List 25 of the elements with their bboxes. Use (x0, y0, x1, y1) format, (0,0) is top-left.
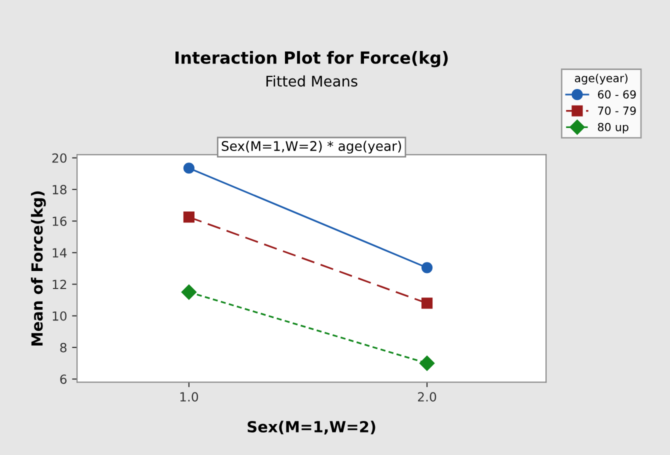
chart-title: Interaction Plot for Force(kg) (175, 51, 448, 68)
y-tick-label: 12 (52, 280, 66, 289)
text: Sex(M=1,W=2) * age(year) (222, 140, 402, 154)
legend-label: 70 - 79 (598, 106, 636, 115)
y-tick-label: 6 (60, 374, 67, 384)
y-tick-label: 20 (52, 153, 66, 163)
x-tick-label: 1.0 (180, 392, 198, 402)
y-tick-label: 10 (52, 311, 66, 321)
point (419, 356, 435, 371)
legend-label: 80 up (598, 122, 628, 134)
y-axis-title: Mean of Force(kg) (30, 191, 46, 346)
point (421, 298, 433, 309)
y-tick-label: 8 (60, 342, 66, 352)
x-axis-title: Sex(M=1,W=2) (248, 420, 376, 434)
point (421, 262, 433, 274)
y-tick-label: 16 (52, 216, 67, 226)
point (183, 162, 194, 174)
legend-title: age(year) (574, 74, 628, 84)
legend-label: 60 - 69 (598, 90, 636, 99)
chart-subtitle: Fitted Means (266, 75, 358, 87)
point (183, 212, 194, 223)
y-tick-label: 14 (52, 248, 67, 258)
x-tick-label: 2.0 (418, 392, 436, 402)
point (181, 284, 197, 300)
y-tick-label: 18 (52, 184, 66, 194)
